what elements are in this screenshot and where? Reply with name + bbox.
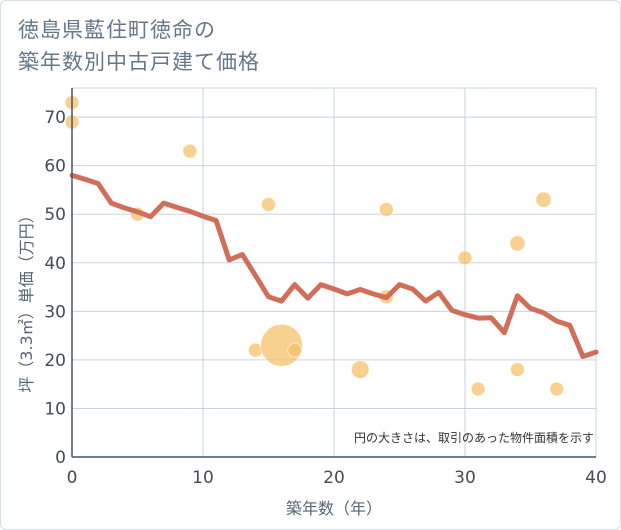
y-tick-label-70: 70 [44,108,66,128]
chart-title-line2: 築年数別中古戸建て価格 [18,50,260,74]
average-price-line [69,172,599,359]
axes-layer [71,88,596,458]
bubble-point-15 [535,191,552,208]
x-tick-label-30: 30 [454,468,476,488]
y-tick-label-0: 0 [55,448,66,468]
y-axis-label: 坪（3.3㎡）単価（万円） [17,207,36,392]
bubble-point-16 [549,381,565,397]
y-tick-label-30: 30 [44,302,66,322]
y-tick-label-20: 20 [44,351,66,371]
bubble-point-14 [509,362,525,378]
x-tick-label-10: 10 [192,468,214,488]
chart-note: 円の大きさは、取引のあった物件面積を示す [354,430,594,445]
bubble-point-9 [378,201,394,217]
bubble-layer [64,95,565,397]
bubble-point-12 [470,381,486,397]
line-layer [69,172,599,359]
y-tick-label-10: 10 [44,399,66,419]
chart-title: 徳島県藍住町徳命の 築年数別中古戸建て価格 [18,14,260,78]
x-tick-label-0: 0 [67,468,78,488]
bubble-point-8 [350,360,370,379]
y-tick-label-50: 50 [44,205,66,225]
bubble-point-4 [261,197,276,213]
x-tick-label-20: 20 [323,468,345,488]
x-tick-label-40: 40 [585,468,607,488]
bubble-point-2 [182,143,198,159]
bubble-point-11 [457,250,473,266]
y-tick-label-60: 60 [44,157,66,177]
y-tick-label-40: 40 [44,254,66,274]
x-axis-label: 築年数（年） [286,499,382,518]
bubble-point-7 [287,342,303,358]
chart-title-line1: 徳島県藍住町徳命の [18,18,216,42]
bubble-point-13 [509,235,526,252]
tick-labels: 0 10 20 30 40 0 10 20 30 40 50 60 70 [44,108,606,488]
